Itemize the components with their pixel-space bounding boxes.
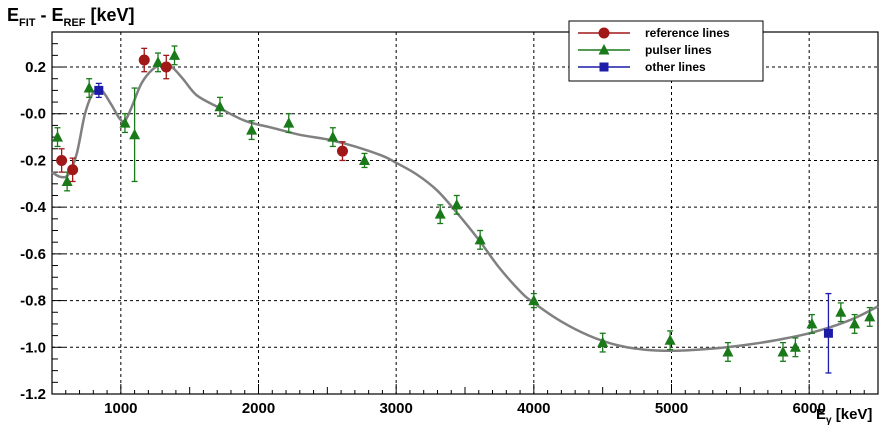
reference-point — [56, 154, 68, 166]
pulser-point — [451, 198, 463, 210]
pulser-point — [835, 306, 847, 317]
legend-marker — [598, 27, 610, 39]
pulser-point — [597, 336, 609, 348]
legend-label: pulser lines — [645, 43, 712, 57]
reference-point — [160, 61, 172, 73]
pulser-point — [864, 310, 876, 322]
pulser-point — [528, 294, 540, 306]
plot-area — [51, 31, 879, 395]
pulser-point — [327, 131, 339, 142]
y-tick-label: -0.2 — [20, 152, 46, 169]
pulser-point — [359, 154, 371, 165]
legend-marker — [598, 44, 610, 55]
x-tick-label: 3000 — [379, 400, 412, 417]
x-tick-label: 6000 — [792, 400, 825, 417]
axis-ticks — [52, 43, 865, 395]
data-points — [52, 45, 876, 374]
other-point — [94, 85, 104, 95]
grid-lines — [52, 32, 878, 394]
pulser-point — [806, 317, 818, 329]
legend-label: other lines — [645, 60, 706, 74]
y-tick-label: -0.0 — [20, 106, 46, 123]
y-tick-label: -0.6 — [20, 246, 46, 263]
reference-point — [336, 145, 348, 157]
x-tick-labels: 1000 2000 3000 4000 5000 6000 — [104, 400, 826, 417]
x-tick-label: 5000 — [655, 400, 688, 417]
x-axis-title: Eγ [keV] — [816, 406, 872, 426]
legend: reference lines pulser lines other lines — [568, 20, 764, 82]
pulser-point — [169, 49, 181, 60]
pulser-point — [777, 345, 789, 357]
legend-label: reference lines — [645, 26, 730, 40]
pulser-point — [52, 131, 64, 142]
pulser-point — [61, 175, 73, 186]
pulser-point — [722, 345, 734, 357]
x-tick-label: 1000 — [104, 400, 137, 417]
y-tick-labels: 0.2 -0.0 -0.2 -0.4 -0.6 -0.8 -1.0 -1.2 — [20, 59, 47, 403]
pulser-point — [129, 128, 141, 140]
pulser-point — [119, 117, 131, 128]
pulser-point — [789, 341, 801, 352]
fit-curve — [51, 63, 879, 353]
y-tick-label: -1.0 — [20, 339, 46, 356]
reference-point — [138, 54, 150, 66]
pulser-point — [283, 117, 295, 128]
pulser-point — [434, 208, 446, 219]
y-tick-label: 0.2 — [25, 59, 46, 76]
y-tick-label: -0.8 — [20, 293, 46, 310]
legend-marker — [599, 62, 609, 72]
y-tick-label: -1.2 — [20, 386, 46, 403]
y-axis-title: EFIT - EREF [keV] — [7, 5, 135, 29]
pulser-point — [214, 100, 226, 112]
pulser-point — [664, 334, 676, 345]
pulser-point — [83, 82, 95, 93]
x-tick-label: 4000 — [517, 400, 550, 417]
pulser-point — [474, 233, 486, 245]
y-tick-label: -0.4 — [20, 199, 47, 216]
pulser-point — [849, 317, 861, 329]
other-point — [823, 328, 833, 338]
reference-point — [67, 164, 79, 176]
pulser-point — [152, 56, 164, 67]
pulser-point — [246, 124, 258, 135]
x-tick-label: 2000 — [242, 400, 275, 417]
